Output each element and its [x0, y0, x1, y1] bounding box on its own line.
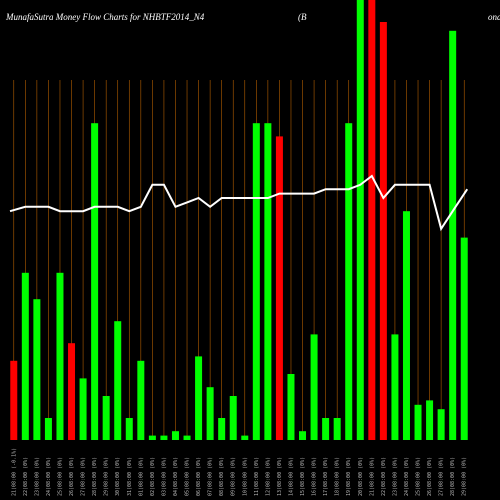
- x-tick-label: 21(08:00 (-0.1%): [11, 448, 17, 496]
- bar: [33, 299, 41, 440]
- x-tick-label: 09(08:00 (0%): [231, 457, 237, 496]
- x-tick-label: 15(08:00 (0%): [300, 457, 306, 496]
- x-tick-label: 16(08:00 (0%): [312, 457, 318, 496]
- x-tick-label: 23(08:00 (0%): [392, 457, 398, 496]
- bar: [91, 123, 99, 440]
- bar: [402, 211, 410, 440]
- x-tick-label: 04(08:00 (0%): [173, 457, 179, 496]
- bar: [44, 418, 52, 440]
- x-tick-label: 03(08:00 (0%): [161, 457, 167, 496]
- x-tick-label: 24(08:00 (0%): [404, 457, 410, 496]
- bar: [218, 418, 226, 440]
- x-tick-label: 31(08:00 (0%): [127, 457, 133, 496]
- x-tick-label: 30(08:00 (0%): [115, 457, 121, 496]
- bar: [125, 418, 133, 440]
- bar: [137, 360, 145, 440]
- bar: [79, 378, 87, 440]
- bar: [368, 0, 376, 440]
- x-tick-label: 01(08:00 (0%): [138, 457, 144, 496]
- bar: [114, 321, 122, 440]
- bar: [206, 387, 214, 440]
- x-tick-label: 22(08:00 (0%): [23, 457, 29, 496]
- line-layer: [9, 174, 469, 232]
- x-tick-label: 21(08:00 (0%): [369, 457, 375, 496]
- x-tick-label: 07(08:00 (0%): [208, 457, 214, 496]
- x-tick-label: 26(08:00 (0%): [427, 457, 433, 496]
- x-tick-label: 11(08:00 (0%): [254, 457, 260, 496]
- x-tick-label: 28(08:00 (0%): [450, 457, 456, 496]
- bar: [379, 22, 387, 440]
- bar: [102, 396, 110, 440]
- bar: [252, 123, 260, 440]
- bar: [437, 409, 445, 440]
- chart-title: MunafaSutra Money Flow Charts for NHBTF2…: [6, 12, 205, 22]
- x-tick-label: 25(08:00 (0%): [57, 457, 63, 496]
- x-tick-label: 05(08:00 (0%): [185, 457, 191, 496]
- chart-title-tail: ona: [488, 12, 500, 22]
- bar: [68, 343, 76, 440]
- x-tick-label: 06(08:00 (0%): [196, 457, 202, 496]
- bar: [310, 334, 318, 440]
- x-tick-label: 24(08:00 (0%): [46, 457, 52, 496]
- x-tick-label: 25(08:00 (0%): [416, 457, 422, 496]
- x-tick-label: 27(08:00 (0%): [81, 457, 87, 496]
- bar: [460, 237, 468, 440]
- bar: [345, 123, 353, 440]
- x-tick-label: 22(08:00 (0%): [381, 457, 387, 496]
- bar: [264, 123, 272, 440]
- x-tick-label: 10(08:00 (0%): [242, 457, 248, 496]
- x-tick-label: 18(08:00 (0%): [335, 457, 341, 496]
- bar: [299, 431, 307, 440]
- x-tick-label: 26(08:00 (0%): [69, 457, 75, 496]
- x-tick-label: 20(08:00 (0%): [358, 457, 364, 496]
- bar: [426, 400, 434, 440]
- chart-title-fragment: (B: [298, 12, 307, 22]
- bar: [195, 356, 203, 440]
- x-tick-label: 14(08:00 (0%): [288, 457, 294, 496]
- x-tick-label: 19(08:00 (0%): [346, 457, 352, 496]
- bar: [356, 0, 364, 440]
- money-flow-line: [9, 174, 469, 232]
- x-tick-label: 29(08:00 (0%): [104, 457, 110, 496]
- bar: [148, 435, 156, 440]
- x-tick-label: 28(08:00 (0%): [92, 457, 98, 496]
- x-tick-label: 29(08:00 (0%): [462, 457, 468, 496]
- x-tick-label: 12(08:00 (0%): [265, 457, 271, 496]
- bar-layer: [10, 0, 468, 441]
- bar: [160, 435, 168, 440]
- bar: [21, 272, 29, 440]
- x-tick-label: 02(08:00 (0%): [150, 457, 156, 496]
- x-tick-label: 08(08:00 (0%): [219, 457, 225, 496]
- bar: [183, 435, 191, 440]
- x-tick-label: 17(08:00 (0%): [323, 457, 329, 496]
- bar: [275, 136, 283, 440]
- bar: [229, 396, 237, 440]
- bar: [171, 431, 179, 440]
- bar: [391, 334, 399, 440]
- bar: [56, 272, 64, 440]
- x-tick-label: 23(08:00 (0%): [34, 457, 40, 496]
- bar: [322, 418, 330, 440]
- x-tick-label: 27(08:00 (0%): [439, 457, 445, 496]
- bar: [10, 360, 18, 440]
- bar: [241, 435, 249, 440]
- bar: [449, 30, 457, 441]
- bar: [333, 418, 341, 440]
- bar: [414, 404, 422, 440]
- bar: [287, 374, 295, 440]
- x-tick-label: 13(08:00 (0%): [277, 457, 283, 496]
- x-label-layer: 21(08:00 (-0.1%) 22(08:00 (0%) 23(08:00 (0…: [11, 448, 467, 496]
